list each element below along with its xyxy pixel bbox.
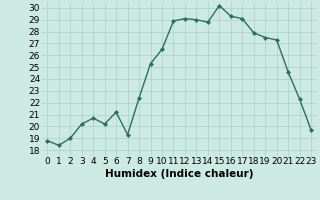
- X-axis label: Humidex (Indice chaleur): Humidex (Indice chaleur): [105, 169, 253, 179]
